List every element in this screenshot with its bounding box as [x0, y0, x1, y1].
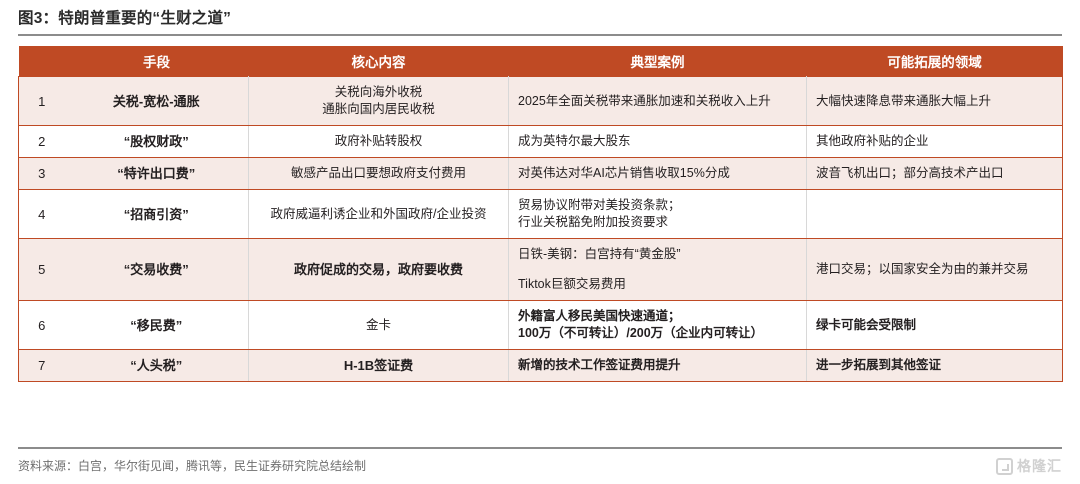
watermark-label: 格隆汇 [1017, 458, 1062, 474]
cell-core: 政府威逼利诱企业和外国政府/企业投资 [248, 189, 509, 239]
table-row: 7 “人头税” H-1B签证费 新增的技术工作签证费用提升 进一步拓展到其他签证 [18, 349, 1063, 382]
cell-line: 关税向海外收税 [334, 85, 423, 99]
cell-case: 2025年全面关税带来通胀加速和关税收入上升 [508, 76, 807, 126]
row-index: 3 [18, 157, 65, 190]
table-row: 2 “股权财政” 政府补贴转股权 成为英特尔最大股东 其他政府补贴的企业 [18, 125, 1063, 158]
cell-field [806, 189, 1063, 239]
cell-line: 日铁-美钢：白宫持有“黄金股” [518, 247, 681, 261]
cell-line: 敏感产品出口要想政府支付费用 [290, 166, 466, 180]
data-table: 手段 核心内容 典型案例 可能拓展的领域 1 关税-宽松-通胀 关税向海外收税 通胀向… [18, 46, 1063, 382]
cell-core: 关税向海外收税 通胀向国内居民收税 [248, 76, 509, 126]
cell-line: 波音飞机出口；部分高技术产出口 [816, 166, 1004, 180]
cell-core: 政府补贴转股权 [248, 125, 509, 158]
cell-means: “特许出口费” [64, 157, 249, 190]
table-header: 手段 核心内容 典型案例 可能拓展的领域 [18, 46, 1063, 77]
gelonghui-logo-icon [996, 457, 1013, 475]
table-header-row: 手段 核心内容 典型案例 可能拓展的领域 [18, 46, 1063, 77]
cell-field: 进一步拓展到其他签证 [806, 349, 1063, 382]
cell-core: H-1B签证费 [248, 349, 509, 382]
table-row: 4 “招商引资” 政府威逼利诱企业和外国政府/企业投资 贸易协议附带对美投资条款； 行业… [18, 189, 1063, 239]
column-header-index [18, 46, 65, 77]
line-gap [518, 263, 797, 276]
footer-divider [18, 447, 1062, 449]
cell-core: 金卡 [248, 300, 509, 350]
cell-field: 绿卡可能会受限制 [806, 300, 1063, 350]
table-row: 5 “交易收费” 政府促成的交易，政府要收费 日铁-美钢：白宫持有“黄金股” Tikto… [18, 238, 1063, 301]
cell-line: 对英伟达对华AI芯片销售收取15%分成 [518, 166, 730, 180]
table-row: 3 “特许出口费” 敏感产品出口要想政府支付费用 对英伟达对华AI芯片销售收取15%分… [18, 157, 1063, 190]
cell-core: 敏感产品出口要想政府支付费用 [248, 157, 509, 190]
source-note: 资料来源：白宫，华尔街见闻，腾讯等，民生证券研究院总结绘制 [18, 459, 367, 473]
cell-case: 日铁-美钢：白宫持有“黄金股” Tiktok巨额交易费用 [508, 238, 807, 301]
cell-case: 贸易协议附带对美投资条款； 行业关税豁免附加投资要求 [508, 189, 807, 239]
row-index: 1 [18, 76, 65, 126]
cell-means: 关税-宽松-通胀 [64, 76, 249, 126]
cell-line: 通胀向国内居民收税 [322, 102, 435, 116]
cell-means: “招商引资” [64, 189, 249, 239]
cell-line: 外籍富人移民美国快速通道； [518, 309, 681, 323]
table-row: 6 “移民费” 金卡 外籍富人移民美国快速通道； 100万（不可转让）/200万（企业内… [18, 300, 1063, 350]
column-header-means: 手段 [64, 46, 249, 77]
table-container: 手段 核心内容 典型案例 可能拓展的领域 1 关税-宽松-通胀 关税向海外收税 通胀向… [18, 46, 1063, 382]
page-title: 图3：特朗普重要的“生财之道” [18, 10, 232, 27]
cell-line: 进一步拓展到其他签证 [816, 358, 942, 372]
table-body: 1 关税-宽松-通胀 关税向海外收税 通胀向国内居民收税 2025年全面关税带来通胀加速… [18, 76, 1063, 382]
column-header-core: 核心内容 [248, 46, 509, 77]
row-index: 5 [18, 238, 65, 301]
row-index: 6 [18, 300, 65, 350]
cell-line: 其他政府补贴的企业 [816, 134, 929, 148]
cell-field: 大幅快速降息带来通胀大幅上升 [806, 76, 1063, 126]
cell-line: 新增的技术工作签证费用提升 [518, 358, 681, 372]
cell-line: 港口交易；以国家安全为由的兼并交易 [816, 262, 1029, 276]
cell-field: 波音飞机出口；部分高技术产出口 [806, 157, 1063, 190]
column-header-field: 可能拓展的领域 [806, 46, 1063, 77]
cell-line: 政府促成的交易，政府要收费 [293, 262, 463, 277]
cell-case: 新增的技术工作签证费用提升 [508, 349, 807, 382]
cell-field: 其他政府补贴的企业 [806, 125, 1063, 158]
footer-row: 资料来源：白宫，华尔街见闻，腾讯等，民生证券研究院总结绘制 格隆汇 [18, 456, 1062, 476]
cell-means: “人头税” [64, 349, 249, 382]
figure-title-block: 图3：特朗普重要的“生财之道” [18, 0, 1062, 36]
cell-line: 政府补贴转股权 [334, 134, 423, 148]
cell-line: 政府威逼利诱企业和外国政府/企业投资 [270, 206, 487, 221]
cell-line: 行业关税豁免附加投资要求 [518, 215, 669, 229]
row-index: 2 [18, 125, 65, 158]
cell-means: “交易收费” [64, 238, 249, 301]
cell-line: 贸易协议附带对美投资条款； [518, 198, 681, 212]
row-index: 7 [18, 349, 65, 382]
cell-means: “移民费” [64, 300, 249, 350]
cell-means: “股权财政” [64, 125, 249, 158]
cell-line: H-1B签证费 [343, 358, 414, 373]
table-row: 1 关税-宽松-通胀 关税向海外收税 通胀向国内居民收税 2025年全面关税带来通胀加速… [18, 76, 1063, 126]
cell-line: 绿卡可能会受限制 [816, 317, 917, 332]
figure-footer: 资料来源：白宫，华尔街见闻，腾讯等，民生证券研究院总结绘制 格隆汇 [18, 447, 1062, 476]
cell-core: 政府促成的交易，政府要收费 [248, 238, 509, 301]
cell-line: 金卡 [365, 317, 391, 332]
column-header-case: 典型案例 [508, 46, 807, 77]
row-index: 4 [18, 189, 65, 239]
cell-line: 大幅快速降息带来通胀大幅上升 [816, 93, 992, 108]
cell-case: 对英伟达对华AI芯片销售收取15%分成 [508, 157, 807, 190]
cell-line: Tiktok巨额交易费用 [518, 277, 626, 291]
cell-line: 2025年全面关税带来通胀加速和关税收入上升 [518, 93, 771, 108]
cell-case: 成为英特尔最大股东 [508, 125, 807, 158]
watermark: 格隆汇 [996, 456, 1062, 476]
cell-field: 港口交易；以国家安全为由的兼并交易 [806, 238, 1063, 301]
cell-line: 100万（不可转让）/200万（企业内可转让） [518, 326, 764, 340]
cell-line: 成为英特尔最大股东 [518, 134, 631, 148]
cell-case: 外籍富人移民美国快速通道； 100万（不可转让）/200万（企业内可转让） [508, 300, 807, 350]
